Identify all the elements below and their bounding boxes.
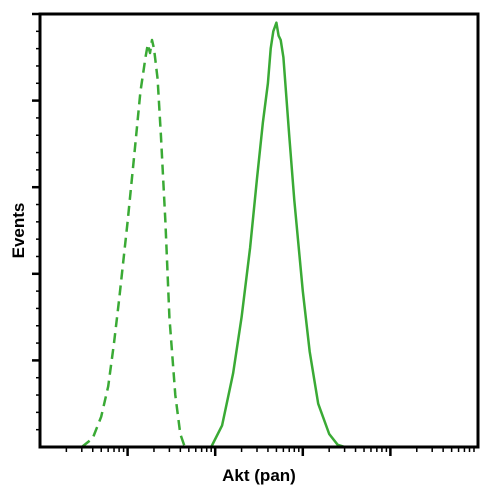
series-layer [81, 21, 345, 449]
akt-pan-curve [210, 21, 345, 449]
y-axis-title: Events [9, 203, 28, 259]
isotype-control-curve [81, 38, 186, 448]
plot-frame [38, 12, 480, 449]
axis-ticks [32, 12, 475, 456]
x-axis-title: Akt (pan) [222, 466, 296, 485]
